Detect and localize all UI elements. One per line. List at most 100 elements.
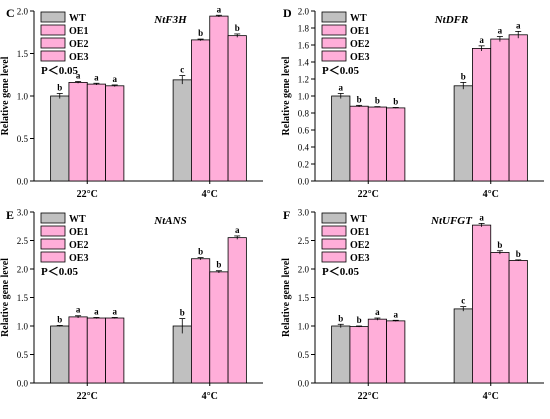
legend-label: OE2 <box>69 240 88 251</box>
x-tick-label: 4°C <box>202 391 218 402</box>
legend-label: OE3 <box>350 253 369 264</box>
bar-oe2-22c <box>86 83 106 182</box>
bar-oe1-4c <box>472 224 492 384</box>
p-value-annotation: P＜0.05 <box>322 65 359 77</box>
y-tick-label: 1.0 <box>17 322 29 332</box>
bar-oe3-22c <box>105 85 125 182</box>
bar-oe3-22c <box>386 320 406 384</box>
legend-swatch-wt <box>321 212 347 224</box>
bar-oe2-22c <box>367 106 387 182</box>
y-tick-label: 0.8 <box>298 109 310 119</box>
legend-swatch-oe3 <box>321 50 347 62</box>
bar-oe1-22c <box>349 105 369 182</box>
panel-letter: C <box>6 6 15 20</box>
x-tick-label: 4°C <box>202 189 218 200</box>
significance-letter: a <box>516 20 521 30</box>
significance-letter: a <box>375 307 380 317</box>
bar-oe1-4c <box>191 258 211 384</box>
legend-swatch-oe2 <box>321 37 347 49</box>
bar-oe2-4c <box>490 252 510 384</box>
significance-letter: b <box>516 249 521 259</box>
chart-title: NtANS <box>153 215 186 227</box>
significance-letter: b <box>375 96 380 106</box>
y-tick-label: 2.0 <box>17 265 29 275</box>
x-tick-label: 22°C <box>77 391 98 402</box>
bar-oe3-22c <box>386 107 406 182</box>
significance-letter: b <box>461 71 466 81</box>
y-tick-label: 0.5 <box>298 350 310 360</box>
legend-swatch-oe1 <box>40 24 66 36</box>
bar-oe3-4c <box>227 237 247 384</box>
legend-swatch-oe1 <box>321 24 347 36</box>
bar-oe3-4c <box>227 35 247 182</box>
legend-label: OE3 <box>69 253 88 264</box>
bar-wt-4c <box>172 325 192 384</box>
legend-label: OE2 <box>350 240 369 251</box>
chart-title: NtF3H <box>153 14 187 26</box>
legend-label: OE1 <box>69 26 88 37</box>
bar-wt-22c <box>50 95 70 182</box>
significance-letter: c <box>461 296 465 306</box>
bar-oe2-4c <box>209 15 229 182</box>
bar-oe2-22c <box>367 318 387 384</box>
y-tick-label: 1.8 <box>298 24 310 34</box>
y-tick-label: 0.2 <box>298 160 309 170</box>
legend-swatch-oe3 <box>40 50 66 62</box>
significance-letter: c <box>180 65 184 75</box>
y-tick-label: 1.0 <box>17 92 29 102</box>
y-axis-label: Relative gene level <box>281 56 292 135</box>
y-tick-label: 2.5 <box>298 236 310 246</box>
bar-wt-22c <box>331 325 351 384</box>
y-axis-label: Relative gene level <box>281 258 292 337</box>
legend-swatch-wt <box>40 11 66 23</box>
legend-label: WT <box>69 13 86 24</box>
bar-wt-4c <box>453 308 473 384</box>
y-tick-label: 1.5 <box>17 49 29 59</box>
significance-letter: a <box>217 4 222 14</box>
panel-e: E 0.0 0.5 1.0 1.5 2.0 2.5 3.0 Relative gene leve… <box>0 208 263 402</box>
bar-oe3-4c <box>508 34 528 182</box>
chart-title: NtDFR <box>434 14 469 26</box>
legend-label: OE3 <box>69 52 88 63</box>
significance-letter: b <box>198 247 203 257</box>
y-tick-label: 2.0 <box>298 7 310 17</box>
y-tick-label: 1.6 <box>298 41 310 51</box>
x-tick-label: 4°C <box>483 189 499 200</box>
significance-letter: b <box>216 260 221 270</box>
legend-label: OE1 <box>69 227 88 238</box>
y-tick-label: 1.0 <box>298 92 310 102</box>
significance-letter: a <box>479 35 484 45</box>
x-tick-label: 22°C <box>358 391 379 402</box>
y-tick-label: 1.2 <box>298 75 309 85</box>
significance-letter: a <box>112 306 117 316</box>
x-tick-label: 4°C <box>483 391 499 402</box>
x-tick-label: 22°C <box>77 189 98 200</box>
bar-oe2-22c <box>86 317 106 384</box>
legend-swatch-oe2 <box>40 37 66 49</box>
significance-letter: a <box>339 82 344 92</box>
legend-label: OE1 <box>350 227 369 238</box>
legend-swatch-oe3 <box>40 251 66 263</box>
panel-letter: F <box>283 208 290 222</box>
significance-letter: a <box>76 71 81 81</box>
bar-wt-4c <box>453 85 473 182</box>
y-tick-label: 0.6 <box>298 126 310 136</box>
legend-swatch-oe3 <box>321 251 347 263</box>
legend-label: WT <box>350 13 367 24</box>
significance-letter: a <box>498 26 503 36</box>
significance-letter: b <box>497 240 502 250</box>
chart-title: NtUFGT <box>430 215 473 227</box>
legend-label: OE1 <box>350 26 369 37</box>
bar-oe3-4c <box>508 260 528 384</box>
y-tick-label: 0.0 <box>17 177 29 187</box>
legend-swatch-wt <box>321 11 347 23</box>
y-tick-label: 0.0 <box>17 379 29 389</box>
y-tick-label: 2.0 <box>17 7 29 17</box>
panel-c: C 0.0 0.5 1.0 1.5 2.0 Relative gene level NtF3H… <box>0 4 263 200</box>
bar-oe1-22c <box>68 316 88 384</box>
p-value-annotation: P＜0.05 <box>41 266 78 278</box>
significance-letter: b <box>57 82 62 92</box>
legend-label: OE2 <box>69 39 88 50</box>
y-tick-label: 0.5 <box>17 350 29 360</box>
panel-letter: D <box>283 6 292 20</box>
